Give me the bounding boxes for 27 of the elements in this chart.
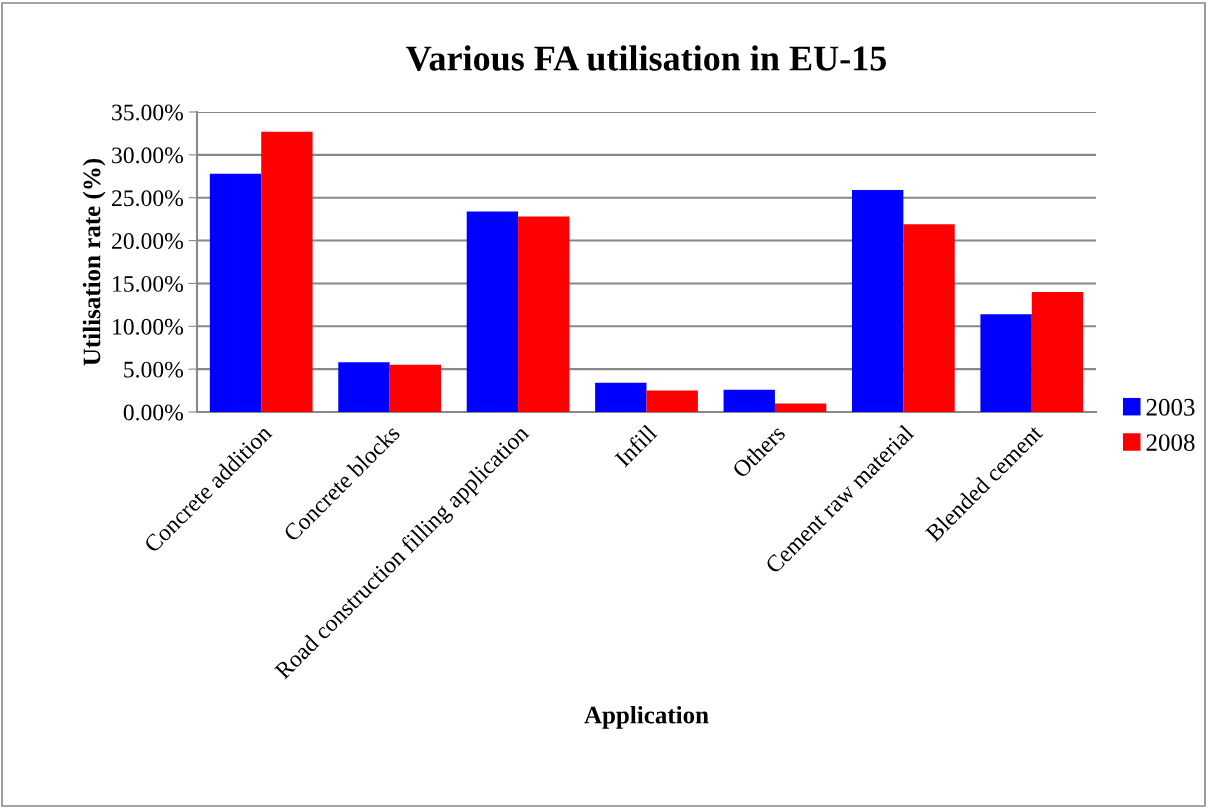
bar	[903, 224, 955, 412]
bar	[261, 131, 313, 412]
y-tick-label: 10.00%	[113, 318, 183, 335]
bar	[209, 173, 262, 412]
bar	[595, 382, 647, 412]
y-tick-label: 5.00%	[124, 361, 183, 378]
bar	[338, 362, 390, 412]
bar	[774, 403, 827, 412]
y-tick-label: 20.00%	[112, 233, 183, 250]
y-axis-title: Utilisation rate (%)	[82, 158, 106, 366]
bar	[980, 314, 1032, 412]
y-tick-label: 30.00%	[112, 147, 183, 164]
chart-title: Various FA utilisation in EU-15	[406, 45, 886, 71]
x-axis-title: Application	[584, 705, 709, 729]
y-tick-label: 25.00%	[112, 190, 183, 207]
bar	[851, 190, 904, 412]
y-tick-label: 35.00%	[112, 104, 183, 121]
legend-label: 2008	[1146, 434, 1195, 451]
bar	[389, 364, 442, 412]
y-tick-label: 0.00%	[123, 404, 183, 421]
bar	[466, 211, 519, 412]
bar	[646, 390, 698, 412]
legend-label: 2003	[1146, 398, 1195, 416]
bar	[1031, 292, 1084, 412]
bar	[518, 216, 570, 412]
y-tick-label: 15.00%	[113, 275, 183, 292]
bar	[723, 389, 775, 412]
